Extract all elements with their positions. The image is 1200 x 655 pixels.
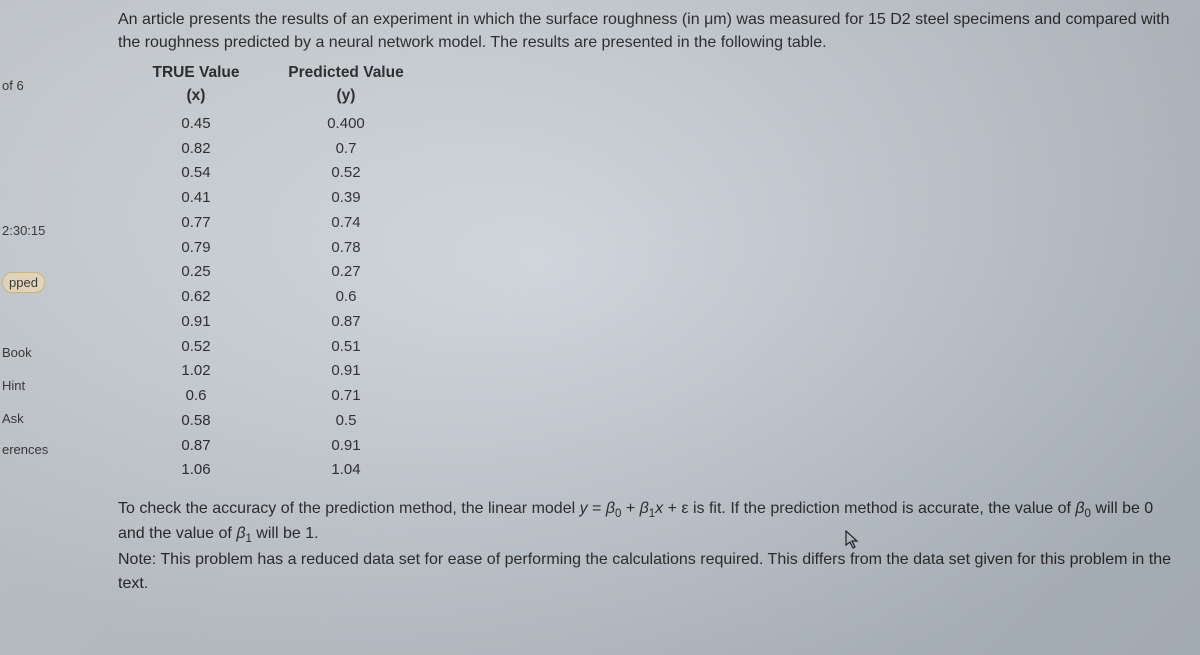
cell-y: 0.87 <box>266 309 426 334</box>
cell-x: 0.62 <box>126 285 266 310</box>
pped-pill: pped <box>2 272 45 293</box>
cell-x: 0.77 <box>126 210 266 235</box>
cell-y: 0.52 <box>266 161 426 186</box>
data-table: TRUE Value (x) Predicted Value (y) 0.450… <box>126 60 426 482</box>
table-row: 0.620.6 <box>126 285 426 310</box>
note-text: Note: This problem has a reduced data se… <box>118 551 1171 591</box>
closing-paragraph: To check the accuracy of the prediction … <box>118 497 1172 595</box>
table-row: 0.540.52 <box>126 161 426 186</box>
sidebar: of 6 2:30:15 pped Book Hint Ask erences <box>0 0 68 655</box>
sidebar-references[interactable]: erences <box>0 436 68 463</box>
cell-x: 0.91 <box>126 309 266 334</box>
table-row: 0.60.71 <box>126 384 426 409</box>
cell-x: 0.25 <box>126 260 266 285</box>
cell-x: 0.6 <box>126 384 266 409</box>
sidebar-book[interactable]: Book <box>0 339 68 366</box>
table-header-row: TRUE Value (x) Predicted Value (y) <box>126 60 426 111</box>
sidebar-hint[interactable]: Hint <box>0 372 68 399</box>
cell-x: 0.54 <box>126 161 266 186</box>
cell-y: 0.6 <box>266 285 426 310</box>
cell-y: 0.71 <box>266 384 426 409</box>
table-row: 0.770.74 <box>126 210 426 235</box>
cell-y: 0.39 <box>266 186 426 211</box>
cell-x: 0.45 <box>126 111 266 136</box>
sidebar-ask[interactable]: Ask <box>0 405 68 432</box>
table-row: 0.410.39 <box>126 186 426 211</box>
table-row: 0.790.78 <box>126 235 426 260</box>
table-row: 0.910.87 <box>126 309 426 334</box>
table-row: 0.250.27 <box>126 260 426 285</box>
cell-y: 1.04 <box>266 458 426 483</box>
table-row: 0.870.91 <box>126 433 426 458</box>
cell-y: 0.91 <box>266 359 426 384</box>
cell-x: 0.52 <box>126 334 266 359</box>
cell-x: 1.02 <box>126 359 266 384</box>
col-header-y: Predicted Value (y) <box>266 60 426 111</box>
cell-y: 0.7 <box>266 136 426 161</box>
cell-x: 0.58 <box>126 408 266 433</box>
cell-y: 0.78 <box>266 235 426 260</box>
cell-y: 0.91 <box>266 433 426 458</box>
cell-x: 0.41 <box>126 186 266 211</box>
table-row: 0.450.400 <box>126 111 426 136</box>
sidebar-pped[interactable]: pped <box>0 266 68 299</box>
table-row: 1.061.04 <box>126 458 426 483</box>
problem-content: An article presents the results of an ex… <box>118 8 1172 595</box>
cell-x: 1.06 <box>126 458 266 483</box>
cell-x: 0.87 <box>126 433 266 458</box>
table-row: 1.020.91 <box>126 359 426 384</box>
cell-y: 0.5 <box>266 408 426 433</box>
table-row: 0.580.5 <box>126 408 426 433</box>
cell-x: 0.79 <box>126 235 266 260</box>
table-row: 0.820.7 <box>126 136 426 161</box>
timer: 2:30:15 <box>0 217 68 244</box>
table-row: 0.520.51 <box>126 334 426 359</box>
question-counter: of 6 <box>0 72 68 99</box>
cell-y: 0.51 <box>266 334 426 359</box>
cell-x: 0.82 <box>126 136 266 161</box>
cell-y: 0.27 <box>266 260 426 285</box>
cell-y: 0.400 <box>266 111 426 136</box>
col-header-x: TRUE Value (x) <box>126 60 266 111</box>
cell-y: 0.74 <box>266 210 426 235</box>
intro-text: An article presents the results of an ex… <box>118 8 1172 54</box>
